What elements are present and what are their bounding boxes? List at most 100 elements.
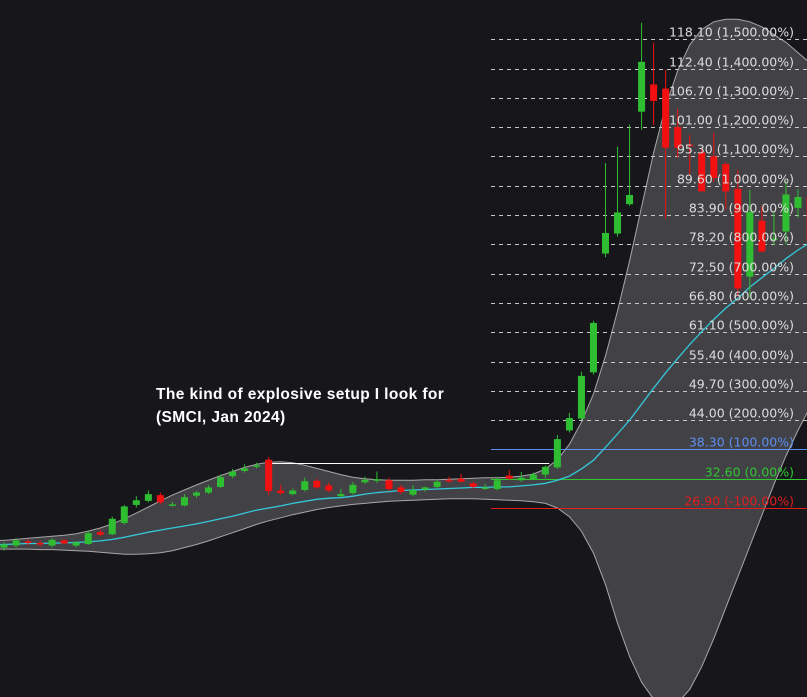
candle-63 [758,206,766,253]
candle-15 [180,494,188,507]
candle-39 [469,481,477,489]
candle-body [638,61,646,112]
candle-8 [96,529,104,537]
candle-body [710,156,718,179]
candle-11 [132,496,140,508]
candle-body [722,164,730,192]
candle-18 [217,474,225,488]
candle-body [481,487,489,489]
fib-levels-layer [491,39,807,509]
candle-body [180,497,188,506]
fib-label-6: 83.90 (900.00%) [689,201,794,216]
fib-labels-layer: 118.10 (1,500.00%) 112.40 (1,400.00%) 106.… [669,25,794,509]
candle-65 [782,181,790,245]
candle-7 [84,530,92,546]
candle-25 [301,477,309,492]
fib-label-5: 89.60 (1,000.00%) [677,172,794,187]
candle-45 [541,465,549,479]
candle-4 [48,538,56,548]
candle-1 [12,538,20,548]
candle-body [337,494,345,497]
candle-body [385,480,393,489]
candle-body [589,322,597,373]
candle-body [132,500,140,505]
candle-38 [457,474,465,483]
candle-10 [120,504,128,525]
candle-body [469,483,477,487]
moving-average-line [0,243,807,546]
moving-average-layer [0,243,807,546]
candle-43 [517,472,525,482]
chart-annotation: The kind of explosive setup I look for (… [156,383,444,429]
candle-23 [277,484,285,495]
candle-body [96,532,104,535]
candle-62 [746,189,754,298]
bollinger-band-fill [0,19,807,697]
candle-48 [577,371,585,421]
fib-label-16: 26.90 (-100.00%) [684,494,794,509]
fib-label-7: 78.20 (800.00%) [689,230,794,245]
candle-21 [253,462,261,469]
candle-body [217,477,225,487]
candle-26 [313,478,321,489]
candle-46 [553,435,561,469]
candle-body [421,487,429,490]
candle-body [602,233,609,254]
candle-body [577,375,585,419]
candle-19 [229,468,237,479]
candle-34 [409,485,417,497]
candle-56 [674,108,682,158]
candle-2 [24,539,32,546]
candle-body [650,84,658,101]
candle-44 [529,472,537,481]
candle-6 [72,541,80,548]
candle-30 [361,476,369,484]
candle-body [60,540,68,544]
fib-label-14: 38.30 (100.00%) [689,435,794,450]
candle-49 [589,320,597,375]
candles-layer [0,22,807,551]
candle-5 [60,538,68,545]
candle-29 [349,482,357,495]
candle-13 [156,492,164,505]
candle-32 [385,477,393,492]
candle-body [277,490,285,494]
candle-body [156,495,164,503]
fib-label-11: 55.40 (400.00%) [689,348,794,363]
fib-label-1: 112.40 (1,400.00%) [669,55,794,70]
candle-body [782,194,790,232]
candle-22 [265,457,273,496]
candle-57 [686,134,694,176]
candle-9 [108,516,116,536]
candle-36 [433,479,441,488]
candle-47 [565,412,573,433]
candle-body [0,544,8,548]
candle-16 [192,491,200,498]
candle-body [746,211,754,277]
candle-body [674,127,682,148]
annotation-line-1: The kind of explosive setup I look for [156,386,445,403]
candle-53 [638,22,646,130]
candle-58 [698,148,706,192]
candle-body [758,220,766,252]
candle-body [349,484,357,494]
candle-body [144,494,152,501]
candle-body [205,487,213,493]
candle-body [614,212,622,234]
candle-body [325,485,333,491]
candle-body [770,238,778,241]
fib-label-2: 106.70 (1,300.00%) [669,84,794,99]
candle-body [192,492,200,496]
candle-body [84,533,92,544]
candle-body [72,542,80,546]
bollinger-band-layer [0,18,807,697]
candle-body [505,475,513,479]
candle-body [301,481,309,491]
fib-label-4: 95.30 (1,100.00%) [677,142,794,157]
candle-body [662,88,670,148]
candle-body [12,540,20,546]
candle-35 [421,486,429,492]
candle-14 [168,501,176,507]
